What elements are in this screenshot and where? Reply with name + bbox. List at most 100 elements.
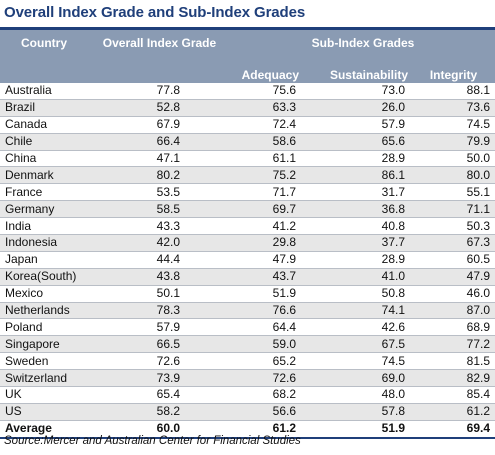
cell-sustainability: 36.8 xyxy=(303,200,412,219)
cell-sustainability: 74.1 xyxy=(303,302,412,320)
cell-adequacy: 72.6 xyxy=(231,369,303,388)
cell-integrity: 77.2 xyxy=(412,335,495,354)
cell-overall: 66.5 xyxy=(88,335,231,354)
cell-sustainability: 50.8 xyxy=(303,285,412,303)
cell-country: Netherlands xyxy=(0,302,88,320)
cell-sustainability: 86.1 xyxy=(303,166,412,185)
cell-integrity: 60.5 xyxy=(412,251,495,269)
table-row: Brazil 52.8 63.3 26.0 73.6 xyxy=(0,99,495,117)
cell-integrity: 81.5 xyxy=(412,352,495,371)
cell-sustainability: 57.8 xyxy=(303,403,412,421)
cell-overall: 67.9 xyxy=(88,116,231,134)
cell-integrity: 47.9 xyxy=(412,268,495,286)
cell-integrity: 67.3 xyxy=(412,234,495,252)
cell-overall: 53.5 xyxy=(88,183,231,202)
cell-adequacy: 71.7 xyxy=(231,183,303,202)
cell-integrity: 82.9 xyxy=(412,369,495,388)
table-row: India 43.3 41.2 40.8 50.3 xyxy=(0,217,495,236)
cell-sustainability: 37.7 xyxy=(303,234,412,252)
cell-country: Germany xyxy=(0,200,88,219)
cell-country: Mexico xyxy=(0,285,88,303)
cell-overall: 52.8 xyxy=(88,99,231,117)
cell-integrity: 46.0 xyxy=(412,285,495,303)
cell-sustainability: 57.9 xyxy=(303,116,412,134)
cell-adequacy: 65.2 xyxy=(231,352,303,371)
cell-country: Brazil xyxy=(0,99,88,117)
table-row: US 58.2 56.6 57.8 61.2 xyxy=(0,403,495,421)
table-row: Denmark 80.2 75.2 86.1 80.0 xyxy=(0,166,495,185)
cell-sustainability: 41.0 xyxy=(303,268,412,286)
cell-overall: 47.1 xyxy=(88,150,231,168)
average-cell-adequacy: 61.2 xyxy=(231,420,303,439)
cell-country: India xyxy=(0,217,88,236)
cell-sustainability: 74.5 xyxy=(303,352,412,371)
cell-sustainability: 40.8 xyxy=(303,217,412,236)
table-title: Overall Index Grade and Sub-Index Grades xyxy=(4,4,306,21)
grades-table-container: Country Overall Index Grade Sub-Index Gr… xyxy=(0,30,495,439)
cell-integrity: 61.2 xyxy=(412,403,495,421)
cell-country: US xyxy=(0,403,88,421)
cell-overall: 77.8 xyxy=(88,83,231,100)
table-row: Indonesia 42.0 29.8 37.7 67.3 xyxy=(0,234,495,252)
cell-overall: 78.3 xyxy=(88,302,231,320)
cell-adequacy: 61.1 xyxy=(231,150,303,168)
table-row: Korea(South) 43.8 43.7 41.0 47.9 xyxy=(0,268,495,286)
cell-sustainability: 26.0 xyxy=(303,99,412,117)
source-note: Source:Mercer and Australian Center for … xyxy=(4,435,301,447)
cell-country: Sweden xyxy=(0,352,88,371)
cell-country: Indonesia xyxy=(0,234,88,252)
cell-adequacy: 41.2 xyxy=(231,217,303,236)
cell-sustainability: 48.0 xyxy=(303,386,412,404)
cell-integrity: 50.3 xyxy=(412,217,495,236)
cell-adequacy: 75.2 xyxy=(231,166,303,185)
average-cell-sustainability: 51.9 xyxy=(303,420,412,439)
cell-country: Australia xyxy=(0,83,88,100)
cell-adequacy: 51.9 xyxy=(231,285,303,303)
cell-sustainability: 42.6 xyxy=(303,318,412,337)
table-row: Japan 44.4 47.9 28.9 60.5 xyxy=(0,251,495,269)
cell-integrity: 80.0 xyxy=(412,166,495,185)
cell-adequacy: 58.6 xyxy=(231,133,303,151)
average-cell-integrity: 69.4 xyxy=(412,420,495,439)
table-row: Poland 57.9 64.4 42.6 68.9 xyxy=(0,318,495,337)
cell-adequacy: 64.4 xyxy=(231,318,303,337)
cell-country: Chile xyxy=(0,133,88,151)
cell-integrity: 73.6 xyxy=(412,99,495,117)
table-row: Mexico 50.1 51.9 50.8 46.0 xyxy=(0,285,495,303)
cell-overall: 72.6 xyxy=(88,352,231,371)
cell-adequacy: 68.2 xyxy=(231,386,303,404)
cell-adequacy: 75.6 xyxy=(231,83,303,100)
header-country: Country xyxy=(0,30,88,83)
cell-adequacy: 63.3 xyxy=(231,99,303,117)
title-rule xyxy=(0,27,495,30)
cell-adequacy: 69.7 xyxy=(231,200,303,219)
cell-country: Poland xyxy=(0,318,88,337)
cell-overall: 50.1 xyxy=(88,285,231,303)
cell-country: Denmark xyxy=(0,166,88,185)
cell-overall: 80.2 xyxy=(88,166,231,185)
average-cell-country: Average xyxy=(0,420,88,439)
cell-integrity: 88.1 xyxy=(412,83,495,100)
cell-overall: 57.9 xyxy=(88,318,231,337)
table-row: Switzerland 73.9 72.6 69.0 82.9 xyxy=(0,369,495,388)
table-row: France 53.5 71.7 31.7 55.1 xyxy=(0,183,495,202)
header-sub-index: Sub-Index Grades xyxy=(231,30,495,65)
table-row: UK 65.4 68.2 48.0 85.4 xyxy=(0,386,495,404)
cell-integrity: 79.9 xyxy=(412,133,495,151)
cell-adequacy: 72.4 xyxy=(231,116,303,134)
cell-sustainability: 65.6 xyxy=(303,133,412,151)
average-cell-overall: 60.0 xyxy=(88,420,231,439)
cell-overall: 73.9 xyxy=(88,369,231,388)
header-adequacy: Adequacy xyxy=(231,65,303,83)
cell-adequacy: 76.6 xyxy=(231,302,303,320)
table-row: Germany 58.5 69.7 36.8 71.1 xyxy=(0,200,495,219)
cell-overall: 43.3 xyxy=(88,217,231,236)
table-row: Chile 66.4 58.6 65.6 79.9 xyxy=(0,133,495,151)
cell-sustainability: 73.0 xyxy=(303,83,412,100)
table-row: Sweden 72.6 65.2 74.5 81.5 xyxy=(0,352,495,371)
cell-country: Korea(South) xyxy=(0,268,88,286)
cell-integrity: 71.1 xyxy=(412,200,495,219)
cell-adequacy: 59.0 xyxy=(231,335,303,354)
cell-adequacy: 56.6 xyxy=(231,403,303,421)
cell-country: Switzerland xyxy=(0,369,88,388)
